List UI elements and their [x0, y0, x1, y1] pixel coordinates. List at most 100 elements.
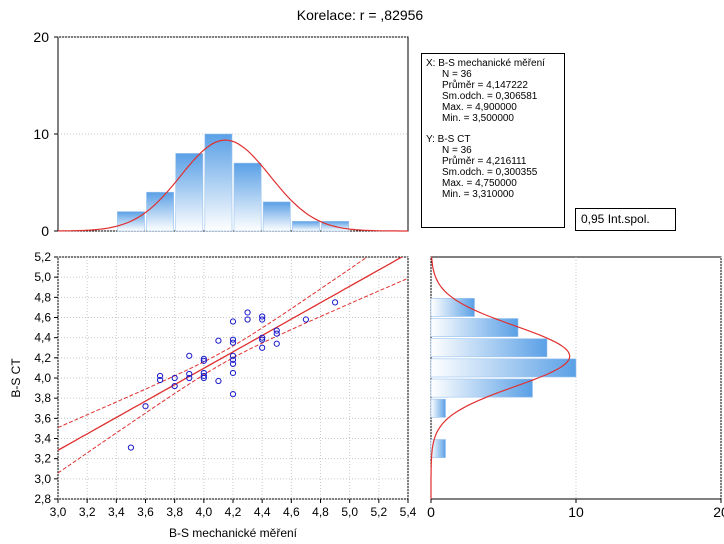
scatter-point [259, 313, 266, 320]
y-hist-tick-label: 20 [713, 504, 724, 520]
x-hist-bar [233, 162, 262, 232]
x-tick-label: 4,0 [195, 505, 212, 519]
scatter-point [127, 444, 135, 451]
y-tick-label: 4,4 [34, 331, 51, 345]
confidence-interval-label: 0,95 Int.spol. [575, 208, 676, 231]
x-hist-bar [204, 133, 233, 232]
y-hist-bar [430, 398, 446, 418]
scatter-point [259, 316, 266, 323]
scatter-point [229, 318, 237, 325]
scatter-point [302, 316, 310, 323]
scatter-point [244, 309, 251, 316]
x-tick-label: 3,2 [79, 505, 96, 519]
scatter-point [156, 376, 164, 384]
scatter-point [200, 369, 207, 377]
y-tick-label: 4,8 [34, 290, 51, 304]
x-tick-label: 4,8 [312, 505, 329, 519]
x-hist-tick-label: 20 [33, 29, 49, 45]
stats-y-sd: Sm.odch. = 0,300355 [442, 167, 538, 178]
y-hist-tick-label: 10 [568, 504, 584, 520]
scatter-point [229, 339, 237, 346]
x-tick-label: 5,2 [370, 505, 387, 519]
x-tick-label: 4,2 [225, 505, 242, 519]
x-tick-label: 5,4 [400, 505, 417, 519]
scatter-point [200, 355, 207, 362]
x-axis-label: B-S mechanické měření [169, 526, 298, 540]
confidence-band-upper [58, 257, 368, 428]
y-histogram: 0 10 20 [427, 256, 724, 520]
x-hist-tick-label: 0 [41, 223, 49, 239]
y-hist-bar [430, 338, 548, 358]
scatter-point [259, 334, 266, 341]
stats-box: X: B-S mechanické měření N = 36 Průměr =… [421, 53, 565, 228]
y-tick-label: 2,8 [34, 492, 51, 506]
scatter-point [200, 372, 207, 380]
scatter-point [229, 369, 237, 377]
x-normal-curve [58, 139, 408, 232]
x-tick-label: 5,0 [341, 505, 358, 519]
x-tick-label: 3,0 [50, 505, 67, 519]
x-histogram: 0 10 20 [33, 29, 409, 239]
x-tick-label: 3,8 [166, 505, 183, 519]
y-hist-bar [430, 358, 577, 378]
stats-y-min: Min. = 3,310000 [442, 189, 514, 200]
scatter-point [229, 356, 237, 363]
x-tick-label: 3,6 [137, 505, 154, 519]
scatter-point [200, 357, 207, 364]
stats-x-label: X: B-S mechanické měření [426, 58, 545, 69]
x-hist-tick-label: 10 [33, 126, 49, 142]
scatter-point [229, 391, 237, 398]
y-tick-label: 3,2 [34, 452, 51, 466]
y-tick-label: 3,0 [34, 472, 51, 486]
stats-x-max: Max. = 4,900000 [442, 102, 517, 113]
scatter-point [229, 360, 237, 367]
stats-x-min: Min. = 3,500000 [442, 113, 514, 124]
scatter-point [259, 344, 266, 351]
y-hist-bar [430, 378, 533, 398]
scatter-point [331, 299, 339, 306]
scatter-point [171, 382, 178, 390]
y-axis-label: B-S CT [9, 358, 23, 398]
x-tick-label: 4,4 [254, 505, 271, 519]
y-hist-bar [430, 439, 446, 458]
scatter-plot: 3,0 3,2 3,4 3,6 3,8 4,0 4,2 4,4 4,6 4,8 5,0 5,2 5,4 2… [34, 250, 417, 519]
y-tick-label: 3,8 [34, 391, 51, 405]
y-tick-label: 3,6 [34, 411, 51, 425]
scatter-point [171, 374, 178, 382]
regression-line [58, 257, 404, 451]
y-normal-curve [430, 256, 571, 499]
y-tick-label: 5,2 [34, 250, 51, 264]
y-tick-label: 5,0 [34, 270, 51, 284]
y-tick-label: 4,6 [34, 311, 51, 325]
chart-title: Korelace: r = ,82956 [297, 7, 424, 23]
confidence-band-lower [58, 277, 408, 474]
scatter-point [244, 316, 251, 323]
scatter-point [273, 340, 280, 347]
y-tick-label: 3,4 [34, 432, 51, 446]
stats-x-mean: Průměr = 4,147222 [442, 80, 528, 91]
scatter-point [215, 377, 222, 385]
scatter-point [186, 352, 193, 359]
scatter-point [229, 352, 237, 359]
stats-y-mean: Průměr = 4,216111 [442, 156, 527, 167]
scatter-point [229, 336, 237, 343]
x-hist-bar [292, 221, 320, 232]
scatter-point [215, 337, 222, 344]
x-hist-bar [175, 153, 204, 232]
scatter-point [273, 330, 280, 337]
scatter-point [142, 403, 149, 410]
stats-y-label: Y: B-S CT [426, 134, 471, 145]
x-tick-label: 3,4 [108, 505, 125, 519]
stats-x-n: N = 36 [442, 69, 472, 80]
scatter-point [156, 372, 164, 380]
x-hist-bar [262, 201, 291, 232]
y-hist-tick-label: 0 [427, 504, 435, 520]
scatter-point [259, 336, 266, 343]
scatter-point [186, 374, 193, 382]
scatter-point [186, 370, 193, 378]
x-tick-label: 4,6 [283, 505, 300, 519]
y-tick-label: 4,2 [34, 351, 51, 365]
stats-y-n: N = 36 [442, 145, 472, 156]
y-hist-bar [430, 318, 519, 337]
